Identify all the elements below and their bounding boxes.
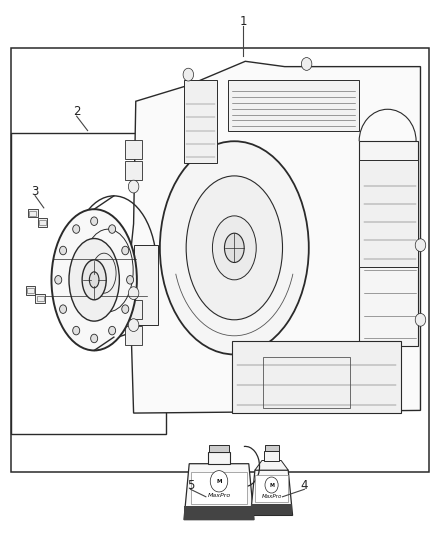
Bar <box>251 504 292 515</box>
Ellipse shape <box>109 225 116 233</box>
Circle shape <box>128 287 139 300</box>
Ellipse shape <box>186 176 283 320</box>
Bar <box>184 506 254 520</box>
Text: M: M <box>269 482 274 488</box>
Text: MaxPro: MaxPro <box>261 494 282 499</box>
Bar <box>228 80 359 131</box>
Bar <box>263 357 350 408</box>
Ellipse shape <box>52 209 137 351</box>
Polygon shape <box>251 470 293 515</box>
Text: 3: 3 <box>32 185 39 198</box>
Bar <box>134 245 158 325</box>
Circle shape <box>415 313 426 326</box>
Circle shape <box>128 180 139 193</box>
Bar <box>125 140 142 159</box>
Ellipse shape <box>73 326 80 335</box>
Ellipse shape <box>60 305 67 313</box>
Circle shape <box>415 239 426 252</box>
Ellipse shape <box>122 246 129 255</box>
Ellipse shape <box>225 233 244 263</box>
Ellipse shape <box>82 260 106 300</box>
Bar <box>27 288 34 293</box>
Circle shape <box>265 477 278 493</box>
Polygon shape <box>129 61 420 413</box>
Ellipse shape <box>160 141 309 354</box>
Ellipse shape <box>69 239 119 321</box>
Ellipse shape <box>89 272 99 288</box>
Ellipse shape <box>91 217 98 225</box>
Bar <box>39 220 46 225</box>
Ellipse shape <box>109 326 116 335</box>
Bar <box>11 48 429 472</box>
Bar <box>359 160 418 266</box>
Polygon shape <box>184 464 254 520</box>
Bar <box>125 300 142 319</box>
Bar <box>191 472 247 504</box>
Bar <box>184 80 217 163</box>
Ellipse shape <box>91 334 98 343</box>
Bar <box>37 296 44 301</box>
Text: 5: 5 <box>187 479 194 491</box>
Bar <box>11 133 166 434</box>
Text: 4: 4 <box>300 479 308 491</box>
Bar <box>38 218 47 227</box>
Bar <box>265 445 279 451</box>
Circle shape <box>301 58 312 70</box>
Bar <box>208 452 230 464</box>
Ellipse shape <box>55 276 62 284</box>
Bar <box>264 451 279 461</box>
Bar <box>29 211 36 216</box>
Bar <box>28 209 38 217</box>
Circle shape <box>128 319 139 332</box>
Circle shape <box>210 471 228 492</box>
Circle shape <box>183 68 194 81</box>
Ellipse shape <box>73 225 80 233</box>
Text: MaxPro: MaxPro <box>207 493 231 498</box>
Bar <box>125 326 142 345</box>
Text: M: M <box>216 479 222 484</box>
Text: 1: 1 <box>239 15 247 28</box>
Polygon shape <box>255 461 288 470</box>
Bar <box>35 294 45 303</box>
Ellipse shape <box>212 216 256 280</box>
Bar <box>232 341 401 413</box>
Ellipse shape <box>122 305 129 313</box>
Ellipse shape <box>60 246 67 255</box>
Bar <box>26 286 35 295</box>
Bar <box>209 445 229 452</box>
Bar <box>255 475 288 502</box>
Text: 2: 2 <box>73 106 81 118</box>
Ellipse shape <box>127 276 134 284</box>
Bar <box>359 141 418 346</box>
Bar <box>125 161 142 180</box>
